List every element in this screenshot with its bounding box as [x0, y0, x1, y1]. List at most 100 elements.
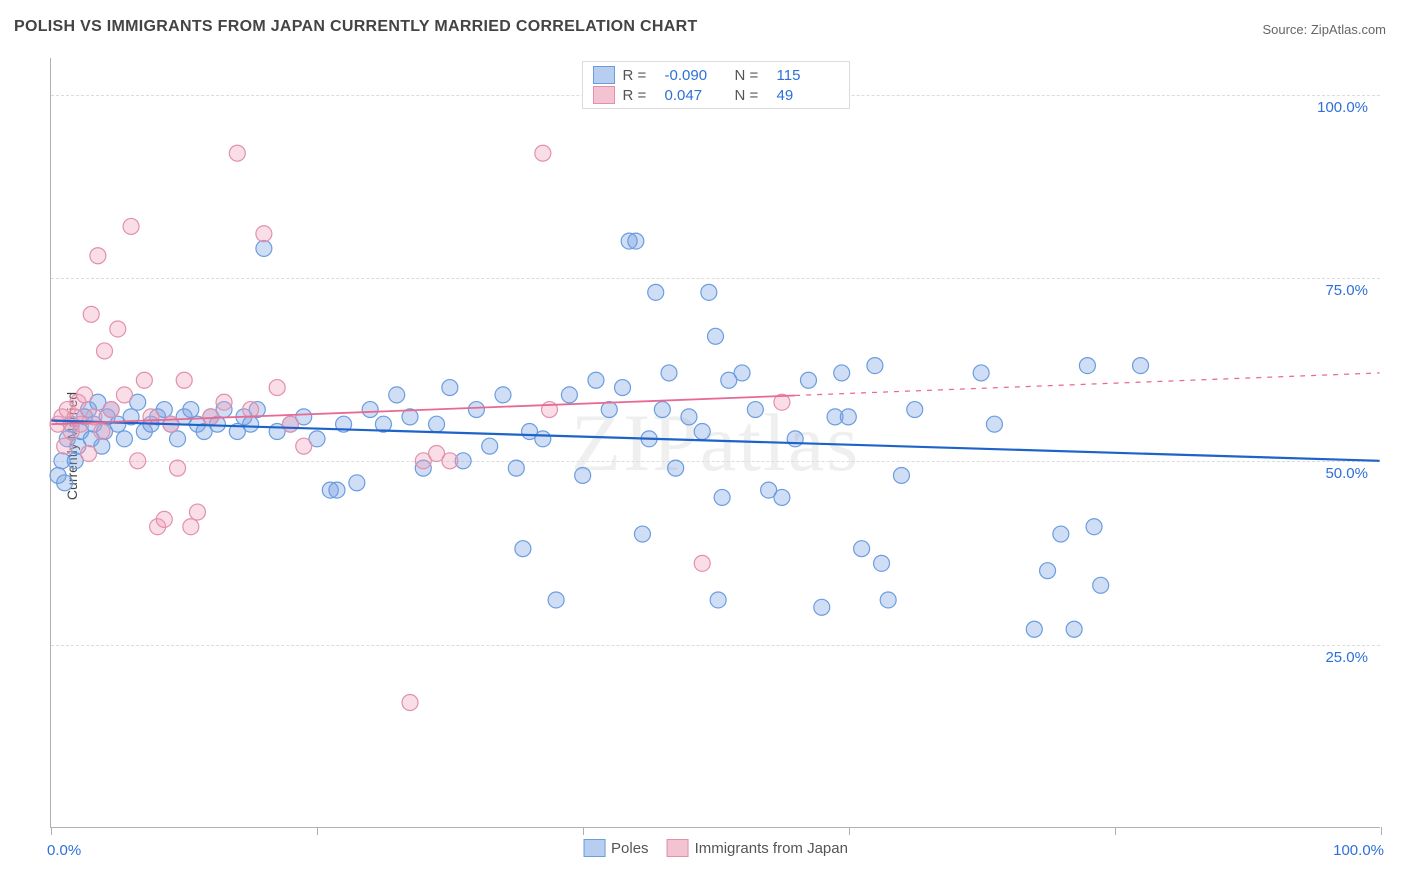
scatter-point [515, 541, 531, 557]
scatter-point [648, 284, 664, 300]
y-tick-label: 100.0% [1317, 99, 1368, 116]
scatter-point [203, 409, 219, 425]
scatter-point [575, 467, 591, 483]
trend-line [51, 421, 1379, 461]
legend-label-japan: Immigrants from Japan [695, 840, 848, 857]
scatter-point [329, 482, 345, 498]
scatter-point [681, 409, 697, 425]
scatter-point [269, 380, 285, 396]
scatter-point [97, 343, 113, 359]
scatter-point [90, 248, 106, 264]
scatter-point [176, 372, 192, 388]
scatter-point [874, 555, 890, 571]
scatter-point [615, 380, 631, 396]
scatter-point [548, 592, 564, 608]
plot-svg [51, 58, 1380, 827]
scatter-point [429, 416, 445, 432]
scatter-point [1093, 577, 1109, 593]
swatch-japan-bottom [667, 839, 689, 857]
scatter-point [840, 409, 856, 425]
y-tick-label: 25.0% [1325, 649, 1368, 666]
scatter-point [170, 460, 186, 476]
scatter-point [800, 372, 816, 388]
scatter-point [116, 387, 132, 403]
x-tick [51, 827, 52, 835]
scatter-point [654, 402, 670, 418]
scatter-point [77, 387, 93, 403]
x-tick [317, 827, 318, 835]
scatter-point [183, 519, 199, 535]
scatter-point [714, 489, 730, 505]
scatter-point [57, 438, 73, 454]
scatter-point [362, 402, 378, 418]
scatter-point [482, 438, 498, 454]
scatter-point [668, 460, 684, 476]
plot-area: ZIPatlas R = -0.090 N = 115 R = 0.047 N … [50, 58, 1380, 828]
scatter-point [296, 438, 312, 454]
chart-title: POLISH VS IMMIGRANTS FROM JAPAN CURRENTL… [14, 18, 698, 36]
scatter-point [973, 365, 989, 381]
scatter-point [256, 240, 272, 256]
scatter-point [402, 695, 418, 711]
scatter-point [130, 453, 146, 469]
trend-line-extrapolated [795, 373, 1379, 396]
scatter-point [229, 145, 245, 161]
scatter-point [601, 402, 617, 418]
scatter-point [170, 431, 186, 447]
x-tick-100: 100.0% [1333, 842, 1384, 859]
scatter-point [708, 328, 724, 344]
swatch-poles-bottom [583, 839, 605, 857]
scatter-point [814, 599, 830, 615]
scatter-point [1133, 358, 1149, 374]
scatter-point [867, 358, 883, 374]
scatter-point [1053, 526, 1069, 542]
scatter-point [561, 387, 577, 403]
scatter-point [787, 431, 803, 447]
scatter-point [893, 467, 909, 483]
scatter-point [243, 416, 259, 432]
scatter-point [103, 402, 119, 418]
scatter-point [442, 380, 458, 396]
scatter-point [94, 424, 110, 440]
scatter-point [1066, 621, 1082, 637]
scatter-point [986, 416, 1002, 432]
scatter-point [110, 321, 126, 337]
scatter-point [116, 431, 132, 447]
scatter-point [256, 226, 272, 242]
chart-container: POLISH VS IMMIGRANTS FROM JAPAN CURRENTL… [0, 0, 1406, 892]
scatter-point [701, 284, 717, 300]
scatter-point [243, 402, 259, 418]
scatter-point [535, 431, 551, 447]
scatter-point [83, 306, 99, 322]
legend-item-poles: Poles [583, 839, 649, 857]
scatter-point [747, 402, 763, 418]
scatter-point [694, 424, 710, 440]
scatter-point [694, 555, 710, 571]
scatter-point [834, 365, 850, 381]
scatter-point [136, 372, 152, 388]
scatter-point [216, 394, 232, 410]
scatter-point [774, 489, 790, 505]
scatter-point [1079, 358, 1095, 374]
y-tick-label: 50.0% [1325, 465, 1368, 482]
scatter-point [1040, 563, 1056, 579]
scatter-point [508, 460, 524, 476]
scatter-point [81, 445, 97, 461]
scatter-point [349, 475, 365, 491]
scatter-point [1086, 519, 1102, 535]
scatter-point [634, 526, 650, 542]
legend-label-poles: Poles [611, 840, 649, 857]
scatter-point [189, 504, 205, 520]
scatter-point [495, 387, 511, 403]
scatter-point [588, 372, 604, 388]
x-tick [849, 827, 850, 835]
x-tick [583, 827, 584, 835]
scatter-point [734, 365, 750, 381]
scatter-point [535, 145, 551, 161]
scatter-point [282, 416, 298, 432]
scatter-point [854, 541, 870, 557]
x-tick [1115, 827, 1116, 835]
x-tick [1381, 827, 1382, 835]
scatter-point [57, 475, 73, 491]
y-tick-label: 75.0% [1325, 282, 1368, 299]
